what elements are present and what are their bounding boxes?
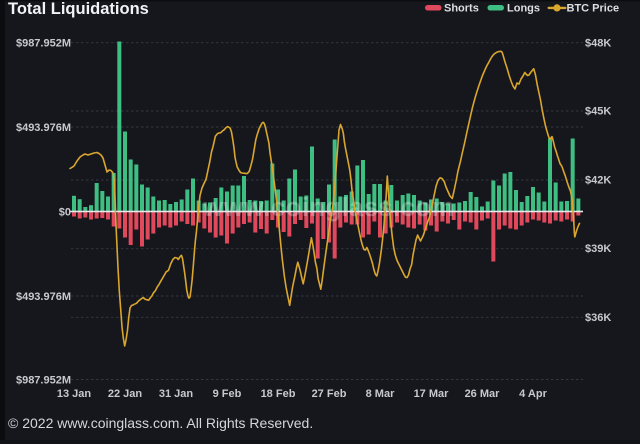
svg-text:www.coinglass.com: www.coinglass.com: [202, 194, 454, 222]
svg-text:$36K: $36K: [585, 312, 611, 324]
svg-text:17 Mar: 17 Mar: [414, 388, 450, 400]
svg-text:$493.976M: $493.976M: [16, 122, 71, 134]
svg-text:26 Mar: 26 Mar: [465, 388, 501, 400]
svg-text:4 Apr: 4 Apr: [519, 388, 547, 400]
svg-text:27 Feb: 27 Feb: [312, 388, 347, 400]
svg-text:22 Jan: 22 Jan: [108, 388, 143, 400]
svg-text:18 Feb: 18 Feb: [261, 388, 296, 400]
svg-text:$45K: $45K: [585, 106, 611, 118]
svg-text:Longs: Longs: [507, 3, 540, 15]
svg-text:$42K: $42K: [585, 175, 611, 187]
svg-text:$48K: $48K: [585, 38, 611, 50]
svg-text:9 Feb: 9 Feb: [213, 388, 242, 400]
svg-text:$39K: $39K: [585, 243, 611, 255]
svg-text:$0: $0: [59, 207, 71, 219]
svg-text:Total Liquidations: Total Liquidations: [8, 0, 149, 18]
svg-text:Shorts: Shorts: [444, 3, 479, 15]
svg-text:© 2022 www.coinglass.com. All: © 2022 www.coinglass.com. All Rights Res…: [8, 415, 313, 431]
svg-text:$987.952M: $987.952M: [16, 375, 71, 387]
svg-text:13 Jan: 13 Jan: [57, 388, 92, 400]
svg-text:8 Mar: 8 Mar: [366, 388, 395, 400]
svg-text:BTC Price: BTC Price: [567, 3, 620, 15]
svg-text:$493.976M: $493.976M: [16, 291, 71, 303]
svg-text:31 Jan: 31 Jan: [159, 388, 194, 400]
svg-text:$987.952M: $987.952M: [16, 38, 71, 50]
